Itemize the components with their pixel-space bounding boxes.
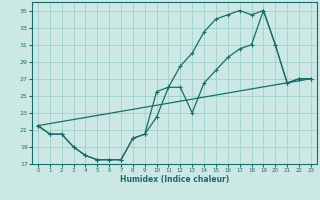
X-axis label: Humidex (Indice chaleur): Humidex (Indice chaleur)	[120, 175, 229, 184]
